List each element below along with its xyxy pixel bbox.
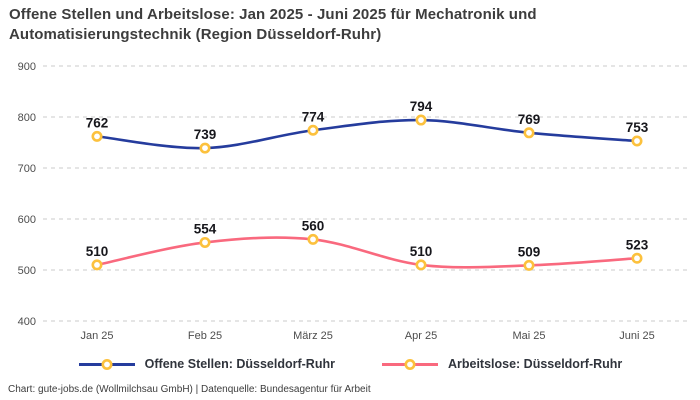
data-point-label: 794 <box>410 99 433 114</box>
data-point-marker <box>91 259 103 271</box>
x-axis-tick-label: Feb 25 <box>188 330 222 342</box>
data-point-marker <box>523 127 535 139</box>
y-axis-tick-label: 500 <box>18 265 36 277</box>
x-axis-tick-label: Apr 25 <box>405 330 437 342</box>
data-point-marker <box>415 259 427 271</box>
data-point-label: 554 <box>194 221 217 236</box>
chart-title: Offene Stellen und Arbeitslose: Jan 2025… <box>9 6 537 43</box>
data-point-label: 509 <box>518 244 541 259</box>
data-point-marker <box>91 130 103 142</box>
y-axis-tick-label: 700 <box>18 163 36 175</box>
legend-line-marker-icon <box>78 358 135 370</box>
data-point-marker <box>631 252 643 264</box>
x-axis-tick-label: Mai 25 <box>512 330 545 342</box>
y-axis-tick-label: 400 <box>18 316 36 328</box>
x-axis-tick-label: Juni 25 <box>619 330 654 342</box>
data-point-marker <box>199 236 211 248</box>
data-point-marker <box>199 142 211 154</box>
chart-attribution: Chart: gute-jobs.de (Wollmilchsau GmbH) … <box>8 384 371 395</box>
legend-item-arbeitslose[interactable]: Arbeitslose: Düsseldorf-Ruhr <box>381 357 622 371</box>
data-point-marker <box>415 114 427 126</box>
data-point-label: 560 <box>302 218 325 233</box>
data-point-label: 523 <box>626 237 649 252</box>
legend-label-offene-stellen: Offene Stellen: Düsseldorf-Ruhr <box>144 357 335 371</box>
series-line <box>95 236 639 269</box>
data-point-label: 753 <box>626 120 649 135</box>
series-line <box>95 118 639 150</box>
data-point-label: 774 <box>302 109 325 124</box>
y-axis-tick-label: 900 <box>18 61 36 73</box>
legend-item-offene-stellen[interactable]: Offene Stellen: Düsseldorf-Ruhr <box>78 357 335 371</box>
data-point-marker <box>631 135 643 147</box>
legend-line-marker-icon <box>381 358 438 370</box>
x-axis-tick-label: Jan 25 <box>80 330 113 342</box>
data-point-label: 510 <box>410 244 433 259</box>
y-axis-tick-label: 800 <box>18 112 36 124</box>
data-point-label: 762 <box>86 115 109 130</box>
data-point-label: 510 <box>86 244 109 259</box>
data-point-label: 769 <box>518 112 541 127</box>
x-axis-tick-label: März 25 <box>293 330 333 342</box>
line-chart: 900 800 700 600 500 400 Jan 25 Feb 25 März 25 Apr… <box>18 61 688 342</box>
data-point-marker <box>307 233 319 245</box>
data-point-marker <box>523 259 535 271</box>
data-point-marker <box>307 124 319 136</box>
legend: Offene Stellen: Düsseldorf-Ruhr Arbeitsl… <box>0 357 700 371</box>
y-axis-tick-label: 600 <box>18 214 36 226</box>
legend-label-arbeitslose: Arbeitslose: Düsseldorf-Ruhr <box>447 357 623 371</box>
data-point-label: 739 <box>194 127 217 142</box>
